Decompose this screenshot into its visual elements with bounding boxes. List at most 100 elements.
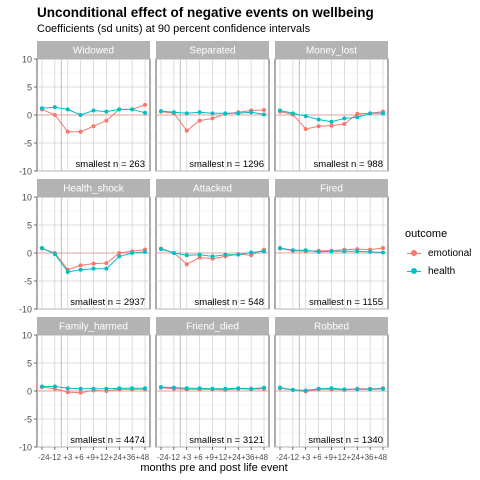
data-point-health — [130, 107, 135, 112]
y-tick-label: 10 — [22, 55, 32, 65]
data-point-health — [355, 387, 360, 392]
data-point-health — [117, 254, 122, 259]
y-tick-label: -10 — [19, 443, 32, 453]
panel-note-separated: smallest n = 1296 — [189, 159, 264, 170]
panel-strip-friend_died — [156, 317, 269, 335]
data-point-health — [91, 108, 96, 113]
x-tick-labels: -24-12 +3 +6 +9+12+24+36+48 — [157, 452, 268, 462]
data-point-emotional — [355, 111, 360, 116]
data-point-health — [290, 248, 295, 253]
data-point-health — [197, 252, 202, 257]
data-point-emotional — [91, 261, 96, 266]
data-point-emotional — [143, 102, 147, 107]
data-point-emotional — [65, 390, 70, 395]
data-point-health — [316, 249, 321, 254]
data-point-health — [65, 107, 70, 112]
data-point-health — [368, 249, 373, 254]
data-point-health — [355, 115, 360, 120]
data-point-health — [130, 251, 135, 255]
data-point-health — [65, 270, 70, 275]
data-point-emotional — [117, 251, 122, 255]
data-point-health — [171, 385, 176, 390]
panel-note-health_shock: smallest n = 2937 — [70, 297, 145, 308]
data-point-emotional — [184, 262, 189, 267]
panel-strip-health_shock — [37, 179, 150, 197]
data-point-health — [78, 386, 83, 391]
data-point-emotional — [342, 121, 347, 126]
data-point-emotional — [184, 128, 189, 133]
data-point-health — [171, 110, 176, 115]
data-point-emotional — [78, 263, 83, 268]
chart-title: Unconditional effect of negative events … — [37, 5, 374, 20]
data-point-health — [117, 107, 122, 112]
data-point-health — [223, 111, 228, 116]
data-point-health — [104, 266, 109, 271]
data-point-health — [236, 386, 241, 391]
data-point-health — [78, 267, 83, 272]
panel-strip-attacked — [156, 179, 269, 197]
data-point-health — [159, 109, 163, 114]
panel-strip-label-money_lost: Money_lost — [306, 46, 357, 57]
data-point-health — [210, 111, 215, 116]
data-point-health — [342, 116, 347, 121]
data-point-emotional — [210, 116, 215, 121]
x-tick-labels: -24-12 +3 +6 +9+12+24+36+48 — [38, 452, 149, 462]
data-point-health — [143, 386, 147, 391]
data-point-health — [91, 386, 96, 391]
data-point-health — [262, 249, 266, 254]
panel-strip-label-separated: Separated — [189, 46, 235, 57]
panel-strip-family_harmed — [37, 317, 150, 335]
data-point-health — [303, 388, 308, 393]
data-point-health — [381, 250, 385, 255]
panel-note-family_harmed: smallest n = 4474 — [70, 435, 145, 446]
data-point-health — [197, 110, 202, 115]
data-point-emotional — [316, 124, 321, 129]
data-point-health — [329, 119, 334, 124]
panel-strip-label-fired: Fired — [320, 184, 343, 195]
y-tick-label: -5 — [24, 139, 32, 149]
data-point-health — [329, 249, 334, 254]
y-tick-label: -10 — [19, 167, 32, 177]
data-point-health — [262, 385, 266, 390]
data-point-health — [65, 386, 70, 391]
data-point-emotional — [381, 245, 385, 250]
data-point-emotional — [303, 127, 308, 131]
data-point-health — [184, 111, 189, 116]
data-point-health — [223, 252, 228, 257]
y-tick-label: -5 — [24, 277, 32, 287]
data-point-health — [278, 385, 282, 390]
panel-note-money_lost: smallest n = 988 — [314, 159, 383, 170]
data-point-health — [368, 111, 373, 116]
data-point-health — [236, 252, 241, 257]
data-point-health — [223, 386, 228, 391]
data-point-health — [316, 117, 321, 122]
panel-note-friend_died: smallest n = 3121 — [189, 435, 264, 446]
panel-strip-label-attacked: Attacked — [193, 184, 232, 195]
data-point-health — [249, 250, 254, 255]
data-point-emotional — [104, 118, 109, 123]
data-point-health — [171, 251, 176, 255]
data-point-emotional — [329, 123, 334, 128]
data-point-health — [290, 387, 295, 392]
panel-strip-robbed — [275, 317, 388, 335]
data-point-health — [249, 110, 254, 115]
panel-strip-label-family_harmed: Family_harmed — [59, 322, 128, 333]
panel-strip-label-robbed: Robbed — [314, 322, 349, 333]
data-point-health — [91, 266, 96, 271]
panel-strip-label-friend_died: Friend_died — [186, 322, 239, 333]
legend-item-health: health — [405, 262, 471, 280]
data-point-health — [249, 386, 254, 391]
y-tick-label: 0 — [27, 111, 32, 121]
panel-note-fired: smallest n = 1155 — [309, 297, 383, 308]
data-point-health — [355, 249, 360, 254]
data-point-health — [159, 385, 163, 390]
y-tick-label: -10 — [19, 305, 32, 315]
data-point-health — [52, 105, 57, 110]
panel-note-attacked: smallest n = 548 — [195, 297, 264, 308]
data-point-health — [104, 386, 109, 391]
data-point-health — [52, 252, 57, 257]
data-point-health — [143, 110, 147, 115]
data-point-health — [381, 386, 385, 391]
x-axis-label: months pre and post life event — [140, 462, 288, 474]
